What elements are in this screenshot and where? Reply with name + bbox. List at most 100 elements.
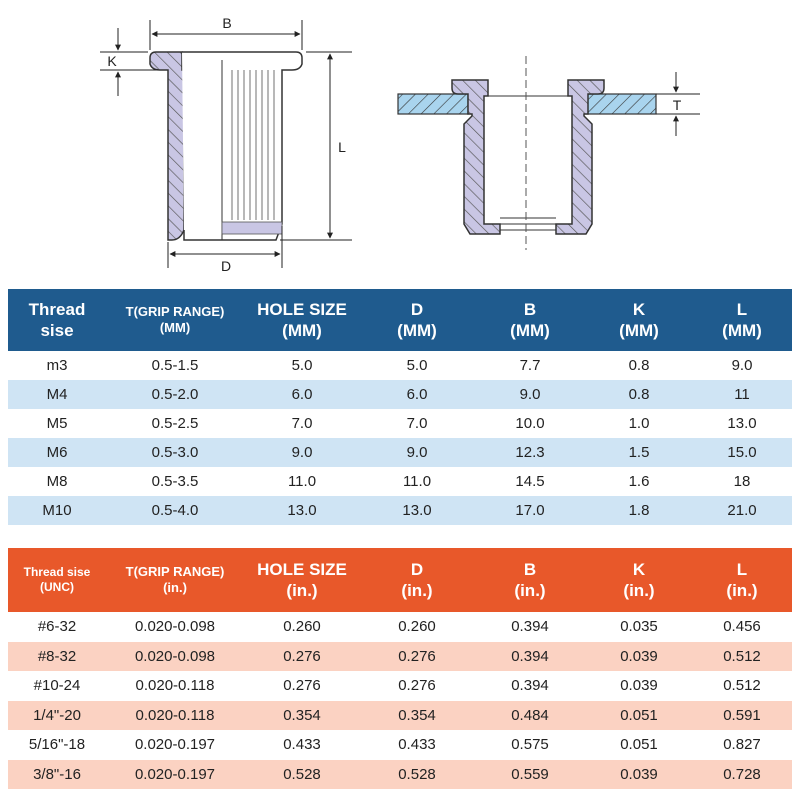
table-cell: 1/4"-20 xyxy=(33,706,81,724)
metric-header-cell: HOLE SIZE (MM) xyxy=(257,299,347,340)
table-row: M8 0.5-3.5 11.0 11.0 14.5 1.6 18 xyxy=(8,467,792,496)
dim-label-L: L xyxy=(338,139,346,155)
table-cell: 0.5-2.0 xyxy=(151,386,199,403)
right-wall-left xyxy=(451,79,501,235)
table-cell: 0.039 xyxy=(620,765,658,783)
sheet-right xyxy=(585,93,657,115)
table-cell: 0.5-3.0 xyxy=(151,444,199,461)
unc-header-cell: HOLE SIZE (in.) xyxy=(257,559,347,600)
table-cell: 0.051 xyxy=(620,736,658,754)
metric-header-cell: B (MM) xyxy=(510,299,550,340)
metric-header-cell: T(GRIP RANGE) (MM) xyxy=(125,303,225,335)
table-cell: 0.8 xyxy=(628,386,650,403)
unc-header-cell: K (in.) xyxy=(623,559,655,600)
table-cell: 0.394 xyxy=(511,647,549,665)
table-cell: 0.456 xyxy=(723,618,761,636)
table-cell: M5 xyxy=(46,415,68,432)
unc-header-cell: B (in.) xyxy=(514,559,546,600)
table-cell: 13.0 xyxy=(727,415,757,432)
table-cell: 0.433 xyxy=(283,736,321,754)
table-cell: M4 xyxy=(46,386,68,403)
table-cell: 0.528 xyxy=(398,765,436,783)
table-row: #10-24 0.020-0.118 0.276 0.276 0.394 0.0… xyxy=(8,671,792,701)
unc-header-cell: T(GRIP RANGE) (in.) xyxy=(125,563,225,595)
table-cell: 0.039 xyxy=(620,647,658,665)
table-cell: 0.051 xyxy=(620,706,658,724)
left-body-outline xyxy=(182,51,303,241)
table-cell: 0.559 xyxy=(511,765,549,783)
table-cell: 0.276 xyxy=(398,677,436,695)
unc-header-row: Thread sise (UNC) T(GRIP RANGE) (in.) HOLE… xyxy=(8,548,792,612)
right-installed-view xyxy=(397,56,700,250)
table-cell: 0.035 xyxy=(620,618,658,636)
metric-spec-table: Thread sise T(GRIP RANGE) (MM) HOLE SIZE (M… xyxy=(8,289,792,525)
table-cell: 12.3 xyxy=(515,444,545,461)
table-cell: 0.020-0.197 xyxy=(134,765,216,783)
table-cell: 0.260 xyxy=(398,618,436,636)
table-cell: 0.276 xyxy=(283,677,321,695)
table-cell: 0.433 xyxy=(398,736,436,754)
metric-header-cell: D (MM) xyxy=(397,299,437,340)
table-cell: 0.8 xyxy=(628,357,650,374)
table-row: #8-32 0.020-0.098 0.276 0.276 0.394 0.03… xyxy=(8,641,792,671)
table-cell: 0.020-0.118 xyxy=(135,706,215,724)
table-cell: 1.0 xyxy=(628,415,650,432)
table-cell: 14.5 xyxy=(515,473,545,490)
table-row: M5 0.5-2.5 7.0 7.0 10.0 1.0 13.0 xyxy=(8,409,792,438)
table-cell: M8 xyxy=(46,473,68,490)
unc-spec-table: Thread sise (UNC) T(GRIP RANGE) (in.) HOLE… xyxy=(8,548,792,789)
unc-header-cell: L (in.) xyxy=(726,559,758,600)
table-cell: 10.0 xyxy=(515,415,545,432)
knurl-ridges xyxy=(231,70,275,220)
table-cell: 0.575 xyxy=(511,736,549,754)
table-cell: 0.260 xyxy=(283,618,321,636)
metric-header-cell: Thread sise xyxy=(28,299,86,340)
table-cell: 0.5-4.0 xyxy=(151,502,199,519)
table-cell: 13.0 xyxy=(402,502,432,519)
table-cell: 0.5-2.5 xyxy=(151,415,199,432)
table-cell: 6.0 xyxy=(291,386,313,403)
table-cell: 9.0 xyxy=(519,386,541,403)
table-cell: #10-24 xyxy=(33,677,81,695)
table-cell: 9.0 xyxy=(291,444,313,461)
table-row: M6 0.5-3.0 9.0 9.0 12.3 1.5 15.0 xyxy=(8,438,792,467)
rivet-nut-drawing: B K L D T xyxy=(100,15,700,274)
table-cell: 21.0 xyxy=(727,502,757,519)
table-cell: 0.276 xyxy=(398,647,436,665)
table-cell: 0.827 xyxy=(723,736,761,754)
table-cell: 0.728 xyxy=(723,765,761,783)
table-cell: 0.020-0.098 xyxy=(134,618,216,636)
table-cell: 5.0 xyxy=(291,357,313,374)
table-cell: 7.0 xyxy=(291,415,313,432)
table-row: M10 0.5-4.0 13.0 13.0 17.0 1.8 21.0 xyxy=(8,496,792,525)
table-cell: 0.020-0.098 xyxy=(134,647,216,665)
table-cell: 1.8 xyxy=(628,502,650,519)
table-cell: 3/8"-16 xyxy=(33,765,81,783)
table-cell: #6-32 xyxy=(37,618,77,636)
table-cell: 0.394 xyxy=(511,677,549,695)
table-cell: 0.591 xyxy=(723,706,761,724)
table-row: #6-32 0.020-0.098 0.260 0.260 0.394 0.03… xyxy=(8,612,792,642)
table-cell: 0.394 xyxy=(511,618,549,636)
table-cell: 0.276 xyxy=(283,647,321,665)
unc-header-cell: Thread sise (UNC) xyxy=(23,565,91,594)
table-cell: 17.0 xyxy=(515,502,545,519)
table-row: m3 0.5-1.5 5.0 5.0 7.7 0.8 9.0 xyxy=(8,351,792,380)
table-cell: 0.512 xyxy=(723,677,761,695)
left-section-hatch xyxy=(149,51,185,241)
table-cell: 0.354 xyxy=(398,706,436,724)
table-cell: 7.0 xyxy=(406,415,428,432)
table-cell: M10 xyxy=(42,502,72,519)
table-cell: 0.5-3.5 xyxy=(151,473,199,490)
table-cell: 0.039 xyxy=(620,677,658,695)
table-cell: 0.020-0.197 xyxy=(134,736,216,754)
table-cell: 15.0 xyxy=(727,444,757,461)
table-cell: 0.528 xyxy=(283,765,321,783)
table-row: 5/16"-18 0.020-0.197 0.433 0.433 0.575 0… xyxy=(8,730,792,760)
metric-header-cell: L (MM) xyxy=(722,299,762,340)
right-wall-right xyxy=(555,79,605,235)
dim-label-K: K xyxy=(107,53,117,69)
table-cell: 13.0 xyxy=(287,502,317,519)
table-cell: 5.0 xyxy=(406,357,428,374)
table-cell: M6 xyxy=(46,444,68,461)
